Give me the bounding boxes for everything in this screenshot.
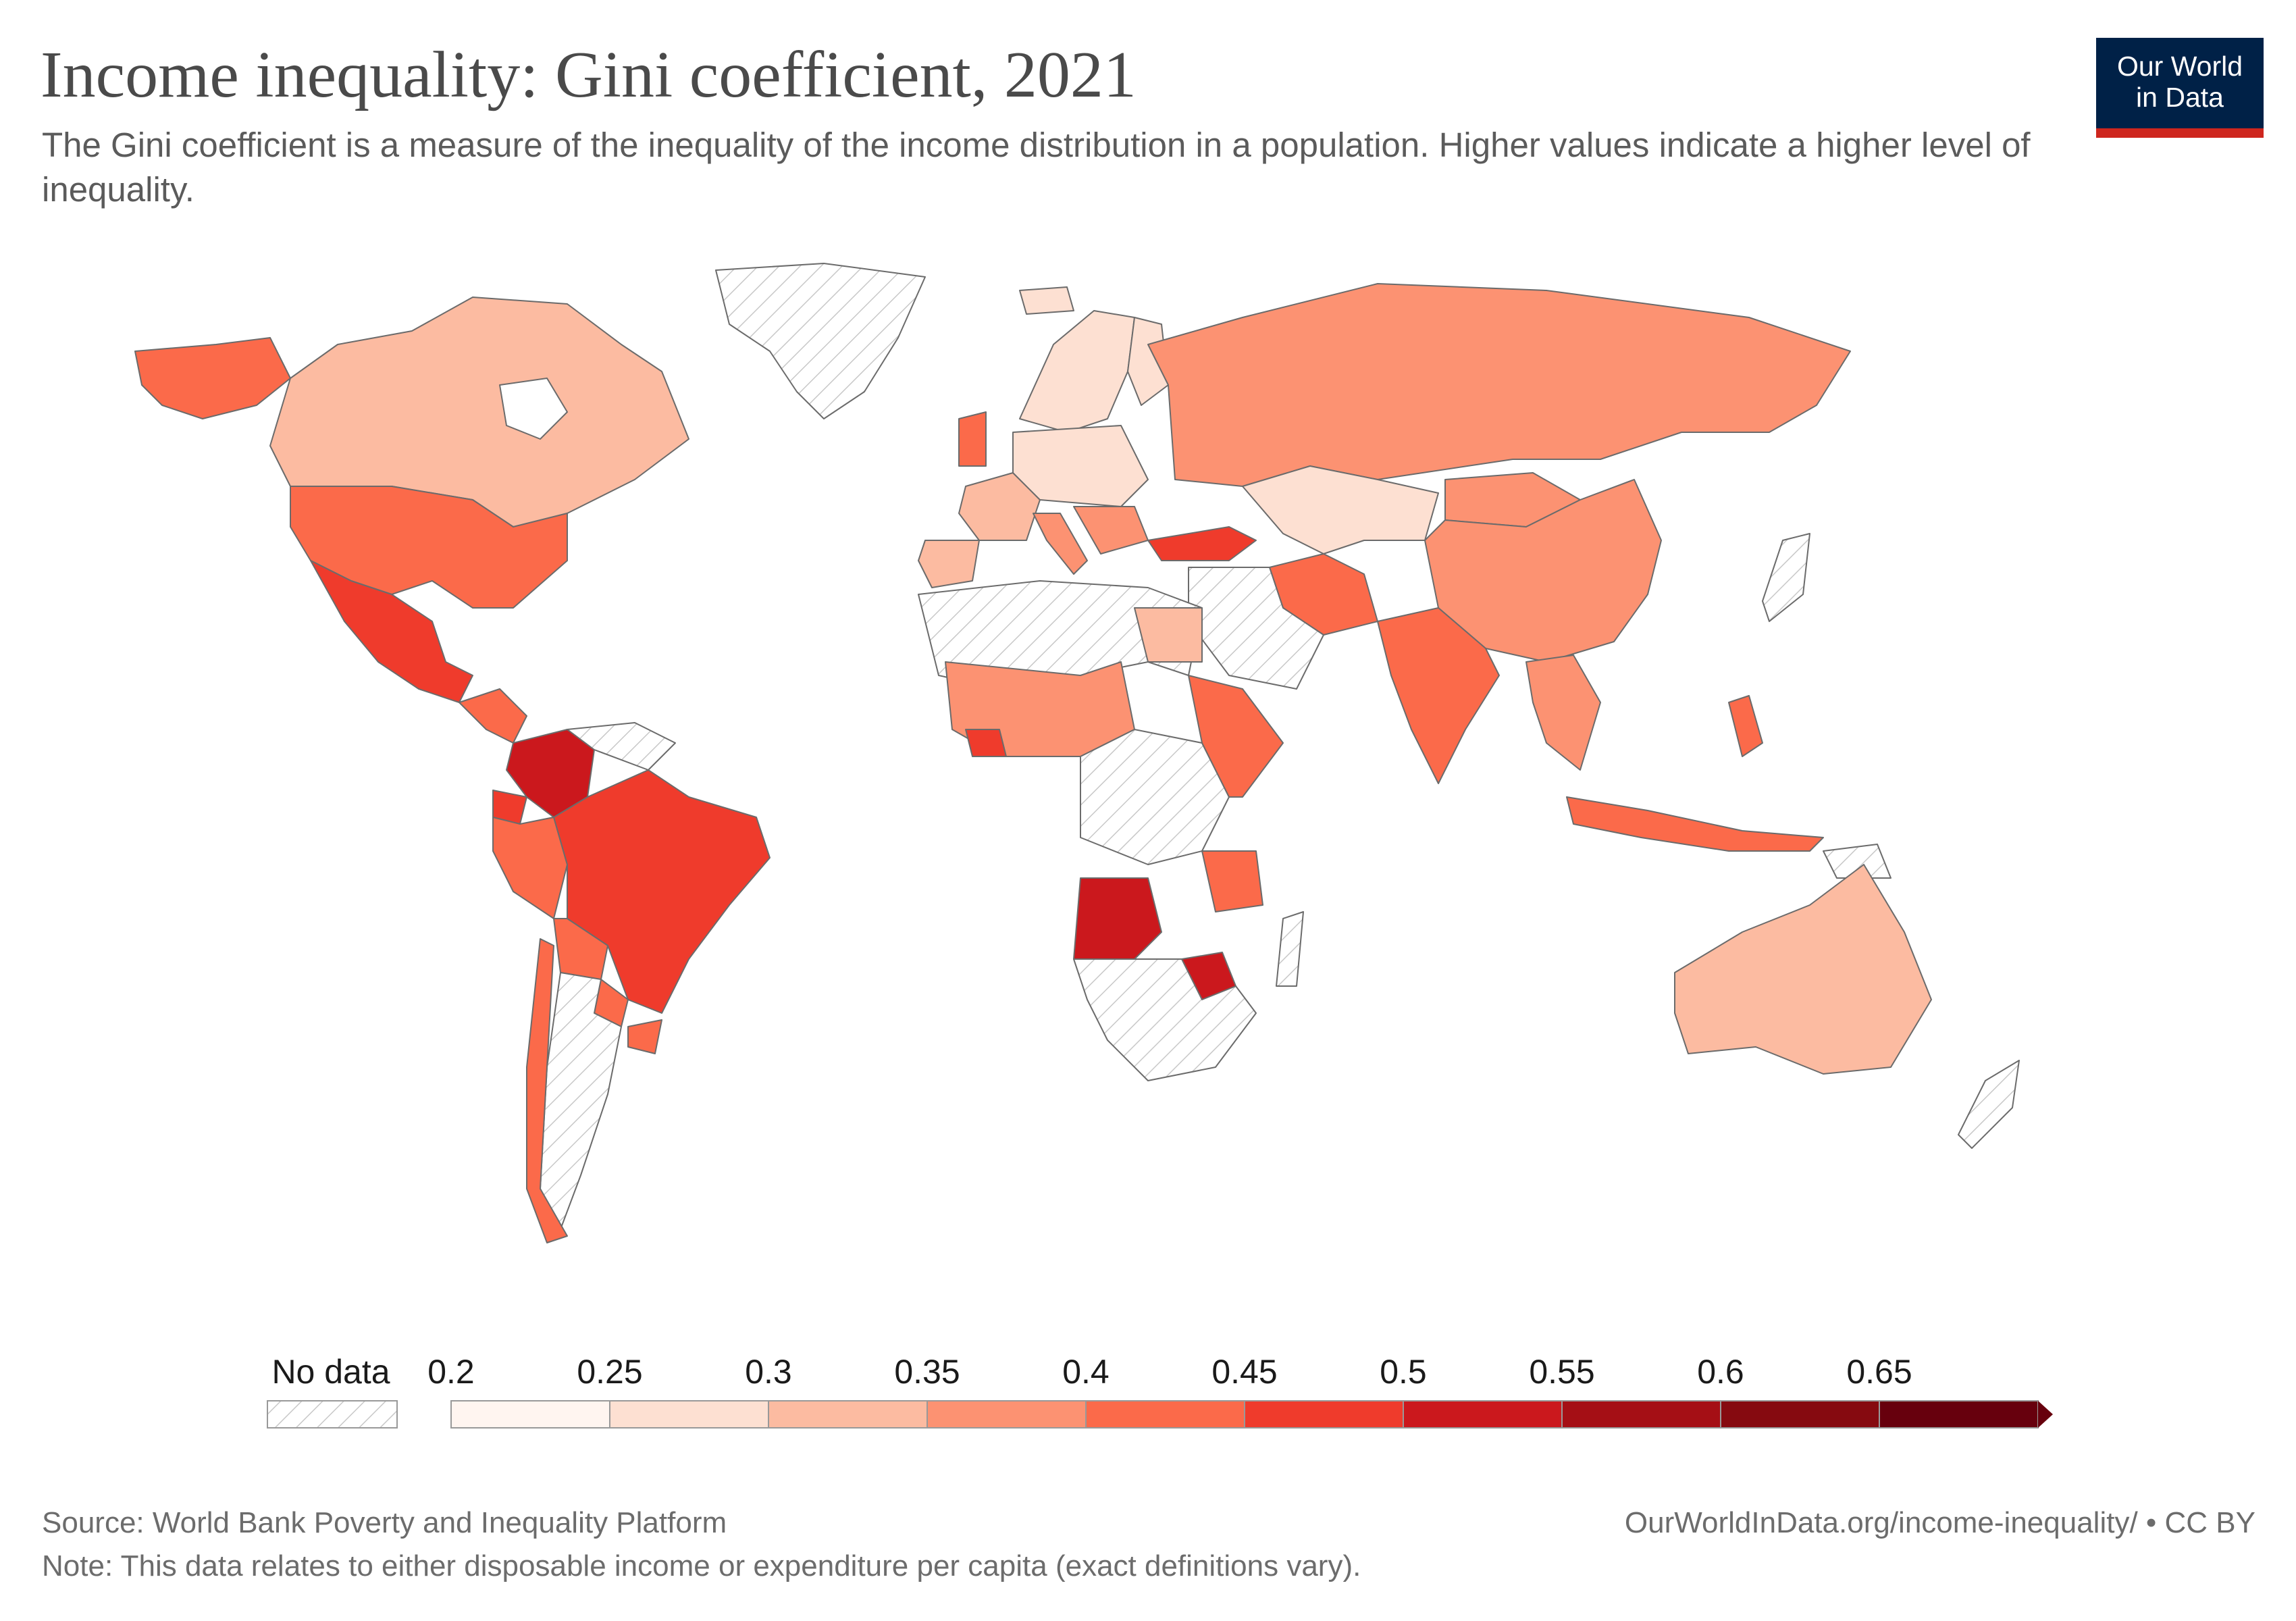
legend-tick-label: 0.5 xyxy=(1380,1353,1427,1391)
country-philippines[interactable] xyxy=(1728,695,1763,757)
owid-logo[interactable]: Our World in Data xyxy=(2096,38,2264,138)
country-burkina-faso[interactable] xyxy=(965,729,1007,757)
logo-line-1: Our World xyxy=(2116,51,2243,82)
chart-title: Income inequality: Gini coefficient, 202… xyxy=(41,38,1137,111)
country-turkey[interactable] xyxy=(1147,526,1257,561)
legend-bin[interactable] xyxy=(450,1400,610,1429)
country-australia[interactable] xyxy=(1674,864,1932,1075)
country-madagascar[interactable] xyxy=(1276,911,1304,987)
legend-bin[interactable] xyxy=(1561,1400,1721,1429)
country-kazakhstan[interactable] xyxy=(1242,465,1439,555)
logo-line-2: in Data xyxy=(2136,81,2224,113)
legend-bin[interactable] xyxy=(1403,1400,1563,1429)
country-angola[interactable] xyxy=(1073,877,1162,960)
legend-bin[interactable] xyxy=(768,1400,928,1429)
country-tanzania[interactable] xyxy=(1201,850,1263,912)
legend-bin[interactable] xyxy=(1244,1400,1404,1429)
country-indonesia[interactable] xyxy=(1566,796,1824,852)
legend-tick-label: 0.3 xyxy=(745,1353,792,1391)
country-japan[interactable] xyxy=(1762,533,1810,622)
region-southern-africa[interactable] xyxy=(1073,958,1257,1081)
legend-tick-label: 0.4 xyxy=(1062,1353,1110,1391)
region-central-america[interactable] xyxy=(459,688,527,744)
legend-tick-label: 0.55 xyxy=(1529,1353,1594,1391)
country-india[interactable] xyxy=(1377,607,1500,784)
legend-tick-label: 0.2 xyxy=(427,1353,475,1391)
legend-bin[interactable] xyxy=(927,1400,1087,1429)
source-note: Source: World Bank Poverty and Inequalit… xyxy=(42,1506,727,1539)
country-uruguay[interactable] xyxy=(627,1019,662,1054)
legend-no-data-label: No data xyxy=(271,1353,390,1391)
country-russia[interactable] xyxy=(1147,283,1851,487)
region-balkans[interactable] xyxy=(1073,506,1149,555)
country-iberia[interactable] xyxy=(918,540,980,588)
country-peru[interactable] xyxy=(492,817,568,919)
legend-tick-label: 0.25 xyxy=(577,1353,642,1391)
country-chile[interactable] xyxy=(526,938,568,1243)
country-iceland[interactable] xyxy=(1019,286,1074,315)
country-finland[interactable] xyxy=(1127,317,1169,406)
country-greenland[interactable] xyxy=(715,263,926,419)
data-note: Note: This data relates to either dispos… xyxy=(42,1549,1361,1583)
chart-subtitle: The Gini coefficient is a measure of the… xyxy=(42,126,2031,209)
legend-tick-label: 0.6 xyxy=(1697,1353,1744,1391)
country-italy[interactable] xyxy=(1033,513,1088,575)
legend-bin[interactable] xyxy=(609,1400,769,1429)
country-bolivia[interactable] xyxy=(553,918,608,980)
country-united-kingdom[interactable] xyxy=(958,411,987,467)
legend-overflow-arrow xyxy=(2038,1401,2053,1428)
source-url[interactable]: OurWorldInData.org/income-inequality/ • … xyxy=(1624,1506,2255,1539)
legend-bin[interactable] xyxy=(1085,1400,1245,1429)
region-east-africa[interactable] xyxy=(1188,675,1284,798)
country-new-zealand[interactable] xyxy=(1958,1060,2020,1149)
country-venezuela-guianas[interactable] xyxy=(567,722,676,771)
country-alaska[interactable] xyxy=(134,337,291,419)
legend-bin[interactable] xyxy=(1720,1400,1880,1429)
hudson-bay xyxy=(499,378,568,440)
country-scandinavia[interactable] xyxy=(1019,310,1135,433)
legend-bin[interactable] xyxy=(1879,1400,2039,1429)
legend-bins: 0.2 0.25 0.3 0.35 0.4 0.45 0.5 0.55 0.6 0.65 xyxy=(427,1353,2053,1429)
legend-tick-label: 0.35 xyxy=(894,1353,960,1391)
country-mexico[interactable] xyxy=(310,560,473,703)
region-central-africa[interactable] xyxy=(1080,729,1230,865)
world-map xyxy=(134,263,2020,1243)
legend-no-data-swatch xyxy=(267,1400,398,1429)
country-egypt[interactable] xyxy=(1134,607,1203,663)
country-papua-new-guinea[interactable] xyxy=(1823,844,1891,879)
legend-tick-label: 0.65 xyxy=(1846,1353,1912,1391)
region-southeast-asia[interactable] xyxy=(1525,654,1601,771)
legend-tick-label: 0.45 xyxy=(1211,1353,1277,1391)
